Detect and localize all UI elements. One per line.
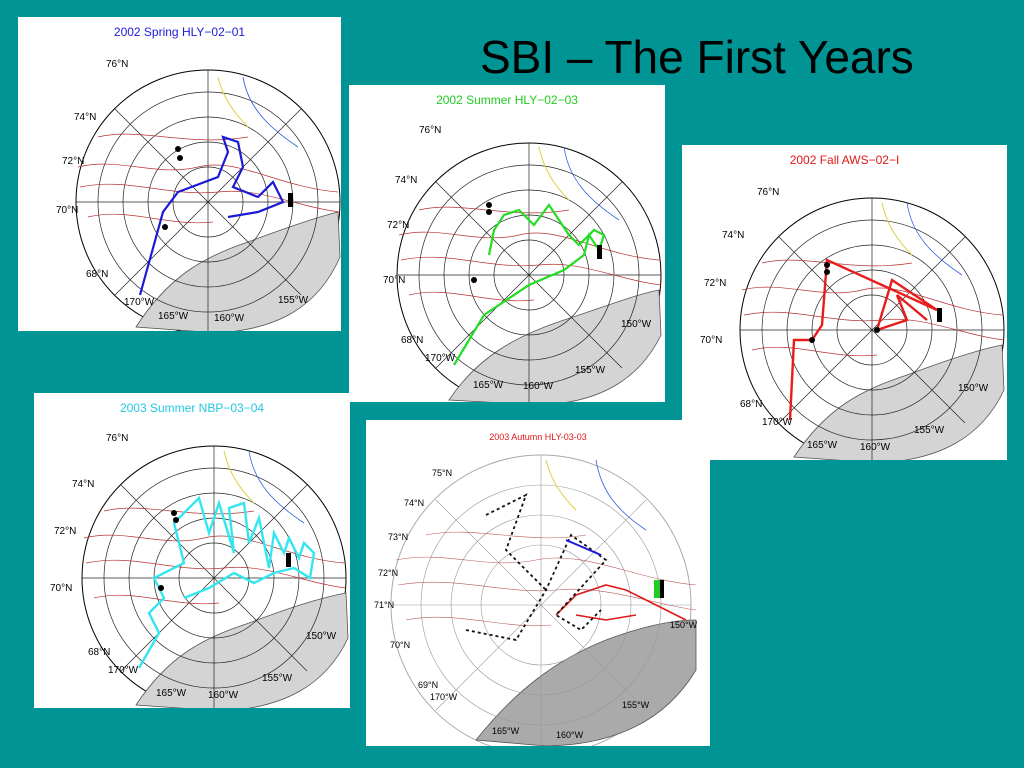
lon-label: 150°W	[621, 319, 652, 330]
lon-label: 150°W	[670, 620, 698, 630]
lat-label: 74°N	[395, 175, 418, 186]
alaska-land	[135, 211, 341, 331]
lat-label: 72°N	[62, 156, 85, 167]
map-title-autumn: 2003 Autumn HLY-03-03	[489, 432, 587, 442]
lat-label: 76°N	[419, 125, 442, 136]
lon-label: 170°W	[430, 692, 458, 702]
lon-label: 160°W	[523, 381, 554, 392]
map-title-spring: 2002 Spring HLY−02−01	[113, 25, 246, 39]
lon-label: 170°W	[762, 417, 793, 428]
lat-label: 72°N	[378, 568, 399, 578]
lat-label: 74°N	[72, 479, 95, 490]
lon-label: 165°W	[492, 726, 520, 736]
cruise-track-autumn	[555, 584, 687, 621]
lat-label: 74°N	[74, 112, 97, 123]
polar-map-autumn	[390, 454, 697, 746]
lon-label: 170°W	[425, 353, 456, 364]
polar-map-spring	[75, 69, 341, 331]
lat-label: 76°N	[106, 433, 129, 444]
cruise-track-nbp	[137, 495, 316, 669]
lon-label: 155°W	[262, 673, 293, 684]
polar-map-fall	[739, 197, 1005, 460]
lat-label: 76°N	[757, 187, 780, 198]
lat-label: 75°N	[432, 468, 453, 478]
map-panel-summer: 2002 Summer HLY−02−03 76°N 74°N 72°N 70°…	[349, 85, 665, 402]
lon-label: 155°W	[278, 295, 309, 306]
lat-label: 70°N	[390, 640, 411, 650]
lon-label: 160°W	[556, 730, 584, 740]
lon-label: 170°W	[124, 297, 155, 308]
lat-label: 73°N	[388, 532, 409, 542]
lon-label: 155°W	[914, 425, 945, 436]
map-title-fall: 2002 Fall AWS−02−I	[789, 153, 900, 167]
lat-label: 74°N	[722, 230, 745, 241]
map-title-nbp: 2003 Summer NBP−03−04	[119, 401, 265, 415]
lat-label: 70°N	[50, 583, 73, 594]
lon-label: 160°W	[214, 313, 245, 324]
lat-label: 68°N	[86, 269, 109, 280]
lon-label: 155°W	[622, 700, 650, 710]
lon-label: 170°W	[108, 665, 139, 676]
lat-label: 72°N	[704, 278, 727, 289]
polar-map-nbp	[81, 445, 349, 708]
lat-label: 68°N	[401, 335, 424, 346]
lat-label: 72°N	[54, 526, 77, 537]
lon-label: 150°W	[958, 383, 989, 394]
lon-label: 165°W	[807, 440, 838, 451]
cruise-track-spring	[138, 135, 285, 296]
lat-label: 70°N	[56, 205, 79, 216]
lon-label: 160°W	[208, 690, 239, 701]
cruise-track-summer	[453, 203, 606, 366]
lat-label: 70°N	[700, 335, 723, 346]
lat-label: 76°N	[106, 59, 129, 70]
lat-label: 71°N	[374, 600, 395, 610]
lon-label: 165°W	[156, 688, 187, 699]
lat-label: 74°N	[404, 498, 425, 508]
map-title-summer: 2002 Summer HLY−02−03	[436, 93, 578, 107]
lon-label: 155°W	[575, 365, 606, 376]
lat-label: 72°N	[387, 220, 410, 231]
lat-label: 70°N	[383, 275, 406, 286]
slide-title: SBI – The First Years	[480, 31, 914, 83]
map-panel-fall: 2002 Fall AWS−02−I 76°N 74°N 72°N 70°N 6…	[682, 145, 1007, 460]
map-panel-spring: 2002 Spring HLY−02−01 76°N 74°N 72°N 70°…	[18, 17, 341, 331]
lon-label: 160°W	[860, 442, 891, 453]
map-panel-nbp: 2003 Summer NBP−03−04 76°N 74°N 72°N 70°…	[34, 393, 350, 708]
lon-label: 150°W	[306, 631, 337, 642]
lat-label: 69°N	[418, 680, 439, 690]
lon-label: 165°W	[158, 311, 189, 322]
lat-label: 68°N	[88, 647, 111, 658]
polar-map-summer	[396, 142, 662, 402]
lat-label: 68°N	[740, 399, 763, 410]
map-panel-autumn: 2003 Autumn HLY-03-03 75°N 74°N 73°N 72°…	[366, 420, 710, 746]
lon-label: 165°W	[473, 380, 504, 391]
